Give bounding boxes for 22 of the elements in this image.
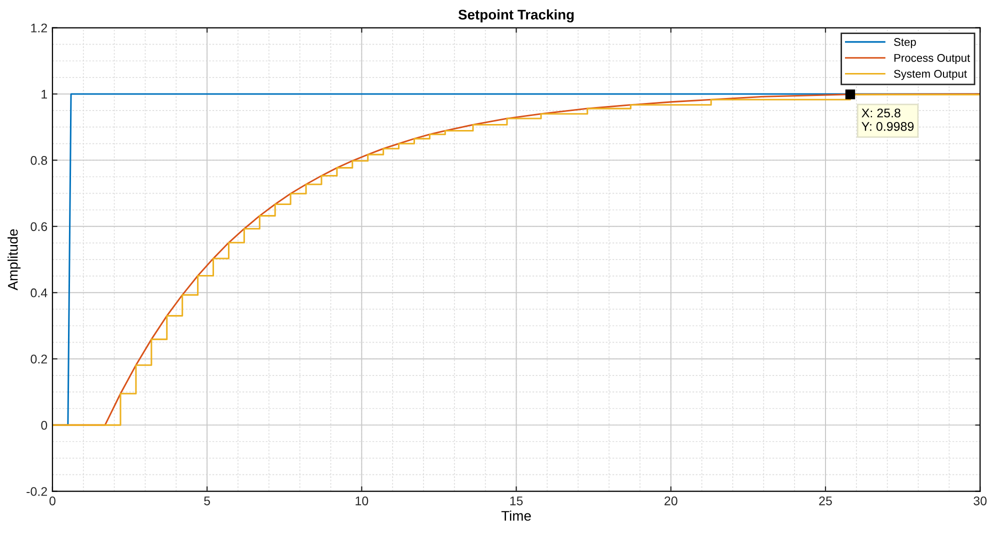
chart-title: Setpoint Tracking xyxy=(458,9,574,22)
x-tick-label: 15 xyxy=(510,496,523,506)
x-tick-label: 30 xyxy=(974,496,987,506)
x-tick-label: 25 xyxy=(819,496,832,506)
y-tick-label: 0.2 xyxy=(30,354,47,364)
y-tick-label: 1 xyxy=(42,90,47,99)
x-tick-label: 20 xyxy=(664,496,678,506)
y-tick-label: 0.6 xyxy=(30,222,48,232)
y-tick-label: 0.8 xyxy=(30,156,48,165)
y-tick-label: 1.2 xyxy=(31,24,47,32)
legend-label: System Output xyxy=(894,70,967,80)
x-axis-title: Time xyxy=(501,510,531,521)
y-tick-label: -0.2 xyxy=(26,487,47,496)
x-tick-label: 5 xyxy=(204,496,210,506)
x-tick-label: 0 xyxy=(49,496,56,506)
x-tick-label: 10 xyxy=(356,496,368,506)
legend-label: Step xyxy=(894,38,916,48)
y-tick-label: 0.4 xyxy=(30,288,48,298)
y-axis-title: Amplitude xyxy=(8,229,21,290)
annotation: X: 25.8 Y: 0.9989 xyxy=(862,108,914,131)
y-tick-label: 0 xyxy=(41,420,48,430)
legend-label: Process Output xyxy=(894,54,970,64)
